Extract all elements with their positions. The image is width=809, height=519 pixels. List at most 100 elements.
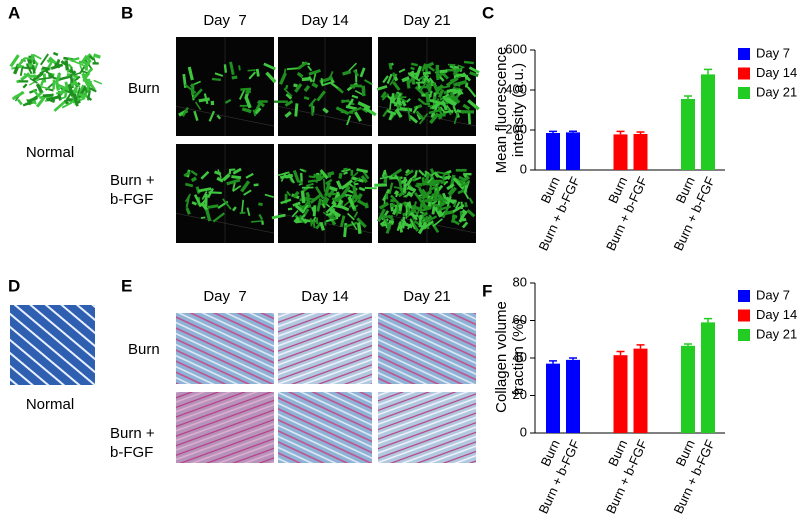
- fiber: [336, 199, 344, 209]
- fiber: [449, 92, 461, 104]
- fiber: [294, 204, 306, 214]
- fiber: [463, 180, 470, 194]
- fiber: [344, 221, 358, 229]
- fiber: [63, 99, 70, 106]
- fiber: [382, 108, 390, 118]
- image-grid: [277, 37, 373, 136]
- microscopy-image: [10, 305, 95, 385]
- fiber: [216, 114, 222, 120]
- fiber: [446, 174, 452, 180]
- bar: [546, 133, 560, 170]
- fiber: [408, 70, 415, 76]
- fiber: [314, 170, 324, 184]
- fiber: [418, 169, 425, 176]
- microscopy-image: [175, 37, 277, 136]
- fiber: [24, 57, 35, 60]
- fiber: [333, 192, 347, 203]
- fiber: [434, 190, 438, 202]
- error-bar: [616, 130, 625, 135]
- fiber: [304, 197, 312, 207]
- fiber: [361, 107, 368, 114]
- fiber: [29, 78, 40, 86]
- fiber: [454, 82, 461, 88]
- fiber: [198, 97, 210, 103]
- fiber: [379, 175, 393, 180]
- fiber: [42, 93, 54, 98]
- fiber: [231, 175, 242, 180]
- fiber: [83, 74, 88, 82]
- fiber: [423, 181, 435, 187]
- fiber: [425, 92, 430, 103]
- fiber: [303, 96, 310, 101]
- fiber: [53, 100, 66, 112]
- microscopy-image: [376, 37, 480, 136]
- fiber: [181, 106, 189, 117]
- fiber: [308, 68, 321, 76]
- fiber: [93, 79, 103, 85]
- fiber: [251, 220, 263, 223]
- fiber: [445, 77, 459, 87]
- error-bar: [549, 130, 557, 133]
- fiber: [72, 94, 79, 107]
- fiber: [73, 71, 82, 76]
- legend-label: Day 14: [756, 307, 797, 322]
- fiber: [67, 83, 75, 97]
- fiber: [192, 88, 203, 100]
- fiber: [414, 192, 423, 203]
- fiber: [377, 208, 386, 223]
- fiber: [254, 107, 262, 115]
- fiber: [311, 205, 317, 210]
- legend-swatch: [738, 87, 750, 99]
- fiber: [271, 213, 286, 220]
- y-tick-label: 400: [505, 81, 527, 96]
- fiber: [405, 168, 411, 174]
- fiber: [307, 75, 314, 83]
- fiber: [303, 84, 311, 93]
- fiber: [337, 87, 344, 94]
- microscopy-image: [374, 144, 477, 243]
- fiber: [316, 198, 323, 212]
- legend-label: Day 21: [756, 84, 797, 99]
- fiber: [307, 65, 313, 72]
- fiber: [314, 186, 325, 200]
- fiber: [352, 185, 358, 199]
- fiber: [396, 201, 399, 216]
- fiber: [378, 201, 390, 210]
- fiber: [457, 90, 464, 96]
- fiber: [255, 68, 260, 77]
- fiber: [448, 95, 459, 104]
- fiber: [298, 214, 303, 221]
- bar: [613, 355, 628, 433]
- fiber: [72, 60, 86, 67]
- fiber: [284, 110, 292, 118]
- legend-label: Day 21: [756, 326, 797, 341]
- error-bar: [684, 95, 692, 99]
- fiber: [443, 97, 457, 107]
- fiber: [390, 168, 403, 178]
- fiber: [386, 109, 397, 116]
- fiber: [357, 193, 363, 200]
- fiber: [356, 222, 362, 234]
- fiber: [241, 199, 245, 213]
- column-header: Day 7: [203, 288, 246, 305]
- image-grid: [175, 37, 275, 136]
- fiber: [39, 85, 50, 90]
- fiber: [84, 64, 89, 70]
- error-bar: [549, 360, 557, 364]
- y-tick-label: 600: [505, 41, 527, 56]
- fiber: [353, 211, 359, 218]
- microscopy-image: [378, 313, 476, 384]
- legend-swatch: [738, 48, 750, 60]
- fiber: [55, 59, 61, 66]
- fiber: [324, 182, 331, 197]
- fiber: [50, 63, 64, 70]
- fiber: [88, 87, 97, 93]
- fiber: [464, 201, 468, 208]
- fiber: [299, 168, 305, 172]
- fiber: [469, 71, 479, 78]
- fiber: [364, 186, 377, 190]
- fiber: [374, 183, 388, 187]
- fiber: [433, 171, 440, 178]
- fiber: [406, 191, 414, 198]
- fiber: [414, 170, 418, 178]
